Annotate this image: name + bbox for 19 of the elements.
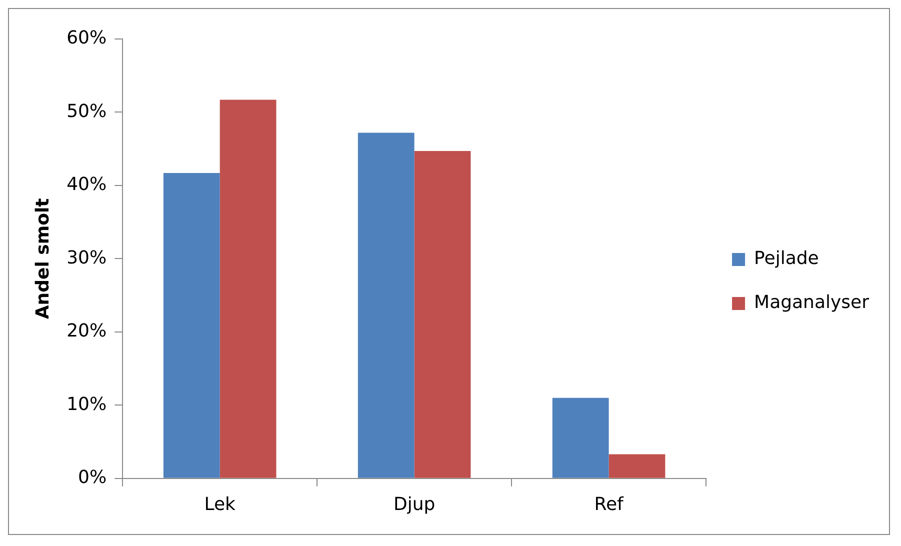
y-tick-label: 20% [66,320,107,342]
legend-label: Maganalyser [754,292,870,314]
x-tick-label: Ref [594,494,624,515]
bar [163,173,220,478]
y-tick-label: 40% [66,174,107,196]
bar [552,398,609,478]
bar [358,132,414,478]
y-tick-label: 0% [78,467,107,488]
y-tick-label: 60% [66,28,107,49]
x-tick-label: Lek [204,494,236,515]
x-tick-label: Djup [393,494,436,515]
y-tick-label: 10% [66,394,107,415]
y-tick-label: 30% [66,247,107,268]
bar [414,151,471,478]
legend-label: Pejlade [754,248,819,270]
y-axis-title: Andel smolt [32,198,54,320]
bar [220,100,276,478]
y-tick-label: 50% [66,100,107,122]
bar [608,454,666,478]
